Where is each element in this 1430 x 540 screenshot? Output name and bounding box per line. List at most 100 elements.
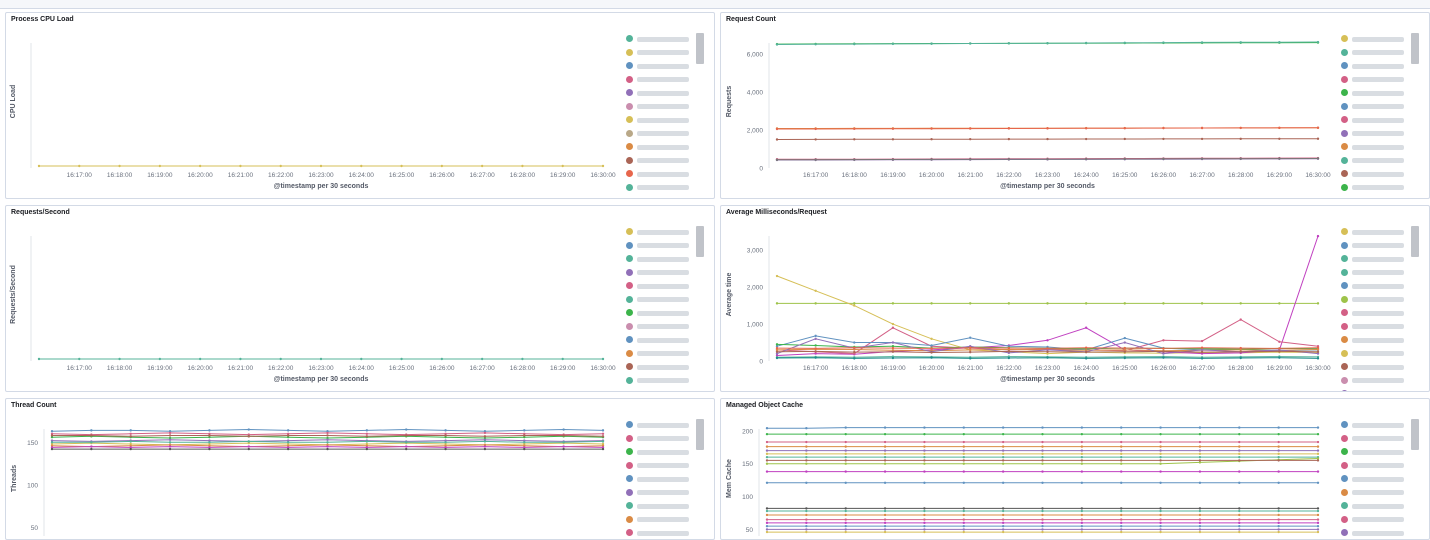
legend-item[interactable] — [624, 473, 704, 487]
legend-item[interactable] — [624, 240, 704, 254]
legend-item[interactable] — [1339, 60, 1419, 74]
legend-item[interactable] — [624, 74, 704, 88]
legend-item[interactable] — [1339, 101, 1419, 115]
legend-item[interactable] — [624, 294, 704, 308]
legend-item[interactable] — [1339, 182, 1419, 196]
legend-color-dot — [626, 448, 633, 455]
legend-item[interactable] — [1339, 240, 1419, 254]
legend-item[interactable] — [1339, 87, 1419, 101]
legend-item[interactable] — [624, 267, 704, 281]
legend-item[interactable] — [624, 307, 704, 321]
legend-scrollbar[interactable] — [1411, 226, 1419, 257]
legend-item[interactable] — [1339, 375, 1419, 389]
legend-item[interactable] — [1339, 267, 1419, 281]
data-point — [853, 357, 856, 360]
y-tick-label: 1,000 — [747, 322, 764, 329]
legend-item[interactable] — [1339, 460, 1419, 474]
legend-item[interactable] — [1339, 141, 1419, 155]
data-point — [1120, 449, 1123, 452]
legend-item[interactable] — [624, 321, 704, 335]
legend-item[interactable] — [624, 168, 704, 182]
legend-item[interactable] — [1339, 433, 1419, 447]
legend-scrollbar[interactable] — [696, 226, 704, 257]
legend-item[interactable] — [624, 101, 704, 115]
legend-item[interactable] — [1339, 527, 1419, 539]
legend-item[interactable] — [624, 514, 704, 528]
legend-item[interactable] — [624, 460, 704, 474]
legend-item[interactable] — [1339, 307, 1419, 321]
data-point — [930, 302, 933, 305]
legend-item[interactable] — [1339, 388, 1419, 391]
legend-item[interactable] — [1339, 74, 1419, 88]
legend-item[interactable] — [624, 253, 704, 267]
x-tick-label: 16:21:00 — [958, 365, 984, 372]
legend-item[interactable] — [624, 182, 704, 196]
data-point — [1084, 302, 1088, 305]
data-point — [1041, 426, 1044, 429]
legend-color-dot — [626, 309, 633, 316]
legend-item[interactable] — [1339, 473, 1419, 487]
legend-color-dot — [626, 170, 633, 177]
legend-item[interactable] — [1339, 487, 1419, 501]
legend-scrollbar[interactable] — [1411, 33, 1419, 64]
legend-item[interactable] — [624, 487, 704, 501]
legend-item[interactable] — [624, 226, 704, 240]
data-point — [1123, 336, 1126, 340]
data-point — [1238, 518, 1241, 521]
legend-item[interactable] — [624, 60, 704, 74]
legend-item[interactable] — [1339, 226, 1419, 240]
legend-item[interactable] — [1339, 280, 1419, 294]
legend-item[interactable] — [1339, 500, 1419, 514]
legend-item[interactable] — [1339, 33, 1419, 47]
data-point — [1277, 426, 1280, 429]
legend-scrollbar[interactable] — [1411, 419, 1419, 450]
legend-item[interactable] — [1339, 446, 1419, 460]
x-tick-label: 16:20:00 — [187, 172, 213, 179]
data-point — [168, 436, 172, 440]
data-point — [1198, 459, 1202, 462]
data-point — [1001, 470, 1005, 473]
panel-thread-count: Thread Count 50 100 150 Threads — [5, 398, 715, 540]
data-point — [1278, 347, 1281, 350]
data-point — [844, 507, 847, 510]
legend-item[interactable] — [624, 114, 704, 128]
legend-item[interactable] — [1339, 321, 1419, 335]
legend-item[interactable] — [624, 47, 704, 61]
legend-item[interactable] — [1339, 348, 1419, 362]
legend-item[interactable] — [1339, 168, 1419, 182]
legend-item[interactable] — [1339, 294, 1419, 308]
legend-item[interactable] — [1339, 114, 1419, 128]
legend-item[interactable] — [624, 87, 704, 101]
legend-item[interactable] — [1339, 47, 1419, 61]
legend-item[interactable] — [624, 280, 704, 294]
legend-item[interactable] — [1339, 253, 1419, 267]
legend-scrollbar[interactable] — [696, 33, 704, 64]
legend-item[interactable] — [1339, 128, 1419, 142]
legend-item[interactable] — [1339, 419, 1419, 433]
legend-scrollbar[interactable] — [696, 419, 704, 450]
legend-item[interactable] — [1339, 514, 1419, 528]
legend-item[interactable] — [1339, 155, 1419, 169]
data-point — [444, 444, 447, 447]
legend-item[interactable] — [624, 334, 704, 348]
legend-item[interactable] — [624, 419, 704, 433]
data-point — [90, 429, 93, 432]
legend-item[interactable] — [1339, 361, 1419, 375]
panel-title: Average Milliseconds/Request — [726, 209, 827, 216]
data-point — [930, 127, 933, 130]
legend-item[interactable] — [624, 446, 704, 460]
legend-item[interactable] — [624, 155, 704, 169]
legend-item[interactable] — [624, 500, 704, 514]
legend-label-redacted — [1352, 476, 1404, 482]
legend-item[interactable] — [624, 361, 704, 375]
legend-item[interactable] — [624, 433, 704, 447]
legend-item[interactable] — [624, 375, 704, 389]
legend-item[interactable] — [1339, 334, 1419, 348]
legend-item[interactable] — [624, 348, 704, 362]
legend-item[interactable] — [624, 527, 704, 539]
legend-item[interactable] — [624, 33, 704, 47]
data-point — [1120, 481, 1123, 484]
data-point — [1277, 524, 1280, 528]
legend-item[interactable] — [624, 128, 704, 142]
legend-item[interactable] — [624, 141, 704, 155]
